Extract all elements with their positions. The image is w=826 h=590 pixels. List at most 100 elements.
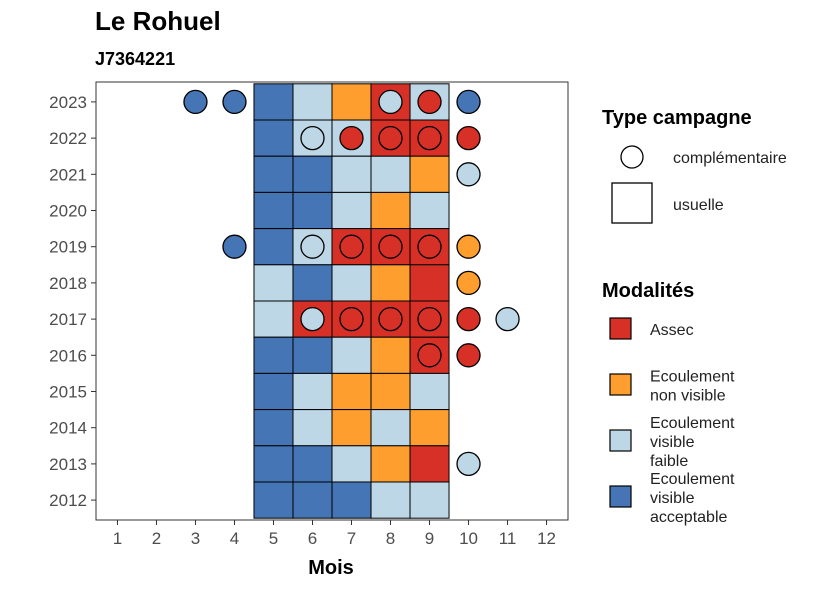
x-tick-label-11: 11: [499, 529, 517, 548]
legend-label-ecoulement_visible_faible-0: Ecoulement: [650, 415, 735, 432]
usuelle-cell-2016-6: [292, 336, 333, 374]
complementaire-point-2023-4: [222, 89, 247, 115]
y-tick-label-2013: 2013: [49, 455, 87, 474]
usuelle-cell-2023-6: [292, 83, 333, 121]
usuelle-cell-2014-8: [370, 409, 411, 447]
complementaire-point-2021-10: [456, 162, 481, 187]
y-tick-label-2018: 2018: [49, 274, 87, 293]
legend-modalites: Modalités Assec Ecoulement non visible Ecou…: [602, 280, 735, 526]
plot-border: [95, 81, 569, 521]
x-axis-title: Mois: [308, 557, 354, 579]
y-tick-label-2020: 2020: [49, 202, 87, 221]
usuelle-cell-2012-9: [409, 481, 450, 519]
usuelle-cell-2014-9: [409, 409, 450, 447]
legend-label-ecoulement_visible_acceptable-0: Ecoulement: [650, 471, 735, 488]
legend-swatch-assec: [609, 317, 632, 340]
legend-modalites-title: Modalités: [602, 280, 694, 302]
complementaire-point-2019-9: [417, 234, 442, 259]
x-tick-label-5: 5: [269, 529, 278, 548]
legend-circle-icon: [620, 145, 644, 169]
complementaire-point-2019-10: [456, 234, 481, 259]
usuelle-cell-2014-6: [292, 409, 333, 447]
usuelle-cell-2015-7: [331, 372, 372, 411]
y-axis: 2012 2013 2014 2015 2016 2017 2018 2019 2020 2021…: [49, 93, 96, 510]
usuelle-cell-2020-5: [253, 191, 294, 230]
complementaire-point-2017-9: [417, 306, 442, 332]
complementaire-point-2023-8: [378, 89, 403, 115]
usuelle-cell-2018-8: [370, 264, 411, 302]
legend-type-label-complementaire: complémentaire: [673, 150, 787, 167]
usuelle-cell-2016-5: [253, 336, 294, 374]
usuelle-cell-2023-5: [253, 83, 294, 121]
usuelle-cell-2021-9: [409, 155, 450, 193]
complementaire-point-2018-10: [456, 270, 481, 296]
legend-type-title: Type campagne: [602, 107, 752, 129]
x-tick-label-7: 7: [347, 529, 356, 548]
complementaire-point-2022-6: [300, 125, 325, 151]
usuelle-cell-2013-7: [331, 445, 372, 483]
complementaire-point-2022-8: [378, 125, 403, 151]
complementaire-point-2022-9: [417, 125, 442, 151]
usuelle-cell-2020-9: [409, 191, 450, 230]
usuelle-cell-2013-9: [409, 445, 450, 483]
legend-label-ecoulement_visible_faible-1: visible: [650, 434, 695, 451]
usuelle-cell-2015-9: [409, 372, 450, 411]
usuelle-cell-2012-7: [331, 481, 372, 519]
chart-title: Le Rohuel: [95, 6, 221, 36]
usuelle-cell-2013-5: [253, 445, 294, 483]
usuelle-cell-2015-5: [253, 372, 294, 411]
complementaire-point-2016-10: [456, 343, 481, 368]
legend-swatch-ecoulement_visible_faible: [609, 429, 632, 452]
usuelle-cell-2021-5: [253, 155, 294, 193]
x-tick-label-4: 4: [230, 529, 239, 548]
usuelle-cells: [253, 83, 450, 519]
complementaire-point-2019-8: [378, 234, 403, 259]
legend-label-ecoulement_visible_faible-2: faible: [650, 453, 688, 470]
usuelle-cell-2018-6: [292, 264, 333, 302]
usuelle-cell-2022-5: [253, 119, 294, 157]
complementaire-point-2019-6: [300, 234, 325, 259]
usuelle-cell-2013-8: [370, 445, 411, 483]
y-tick-label-2017: 2017: [49, 310, 87, 329]
y-tick-label-2014: 2014: [49, 419, 87, 438]
x-tick-label-6: 6: [308, 529, 317, 548]
y-tick-label-2021: 2021: [49, 165, 87, 184]
complementaire-point-2022-7: [339, 125, 364, 151]
usuelle-cell-2015-6: [292, 372, 333, 411]
usuelle-cell-2021-8: [370, 155, 411, 193]
chart-subtitle: J7364221: [95, 49, 175, 69]
x-tick-label-3: 3: [191, 529, 200, 548]
legend-type-label-usuelle: usuelle: [673, 197, 724, 214]
x-tick-label-1: 1: [113, 529, 122, 548]
usuelle-cell-2016-7: [331, 336, 372, 374]
complementaire-point-2016-9: [417, 343, 442, 368]
usuelle-cell-2020-6: [292, 191, 333, 230]
x-axis: 1 2 3 4 5 6 7 8 9 10 11 12: [113, 520, 556, 548]
x-tick-label-8: 8: [386, 529, 395, 548]
usuelle-cell-2019-5: [253, 228, 294, 266]
complementaire-point-2017-11: [495, 306, 520, 332]
legend-label-ecoulement_non_visible-1: non visible: [650, 388, 726, 405]
usuelle-cell-2014-5: [253, 409, 294, 447]
usuelle-cell-2021-7: [331, 155, 372, 193]
y-tick-label-2023: 2023: [49, 93, 87, 112]
usuelle-cell-2015-8: [370, 372, 411, 411]
usuelle-cell-2018-9: [409, 264, 450, 302]
usuelle-cell-2020-7: [331, 191, 372, 230]
legend-label-assec-0: Assec: [650, 322, 694, 339]
y-tick-label-2019: 2019: [49, 238, 87, 257]
x-tick-label-9: 9: [425, 529, 434, 548]
y-tick-label-2015: 2015: [49, 382, 87, 401]
complementaire-point-2023-3: [183, 89, 208, 115]
complementaire-point-2023-9: [417, 89, 442, 115]
x-tick-label-12: 12: [537, 529, 556, 548]
legend-swatch-ecoulement_non_visible: [609, 373, 632, 396]
usuelle-cell-2012-5: [253, 481, 294, 519]
usuelle-cell-2021-6: [292, 155, 333, 193]
usuelle-cell-2023-7: [331, 83, 372, 121]
y-tick-label-2016: 2016: [49, 346, 87, 365]
complementaire-point-2023-10: [456, 89, 481, 115]
plot-area: [95, 81, 569, 521]
complementaire-point-2017-6: [300, 306, 325, 332]
